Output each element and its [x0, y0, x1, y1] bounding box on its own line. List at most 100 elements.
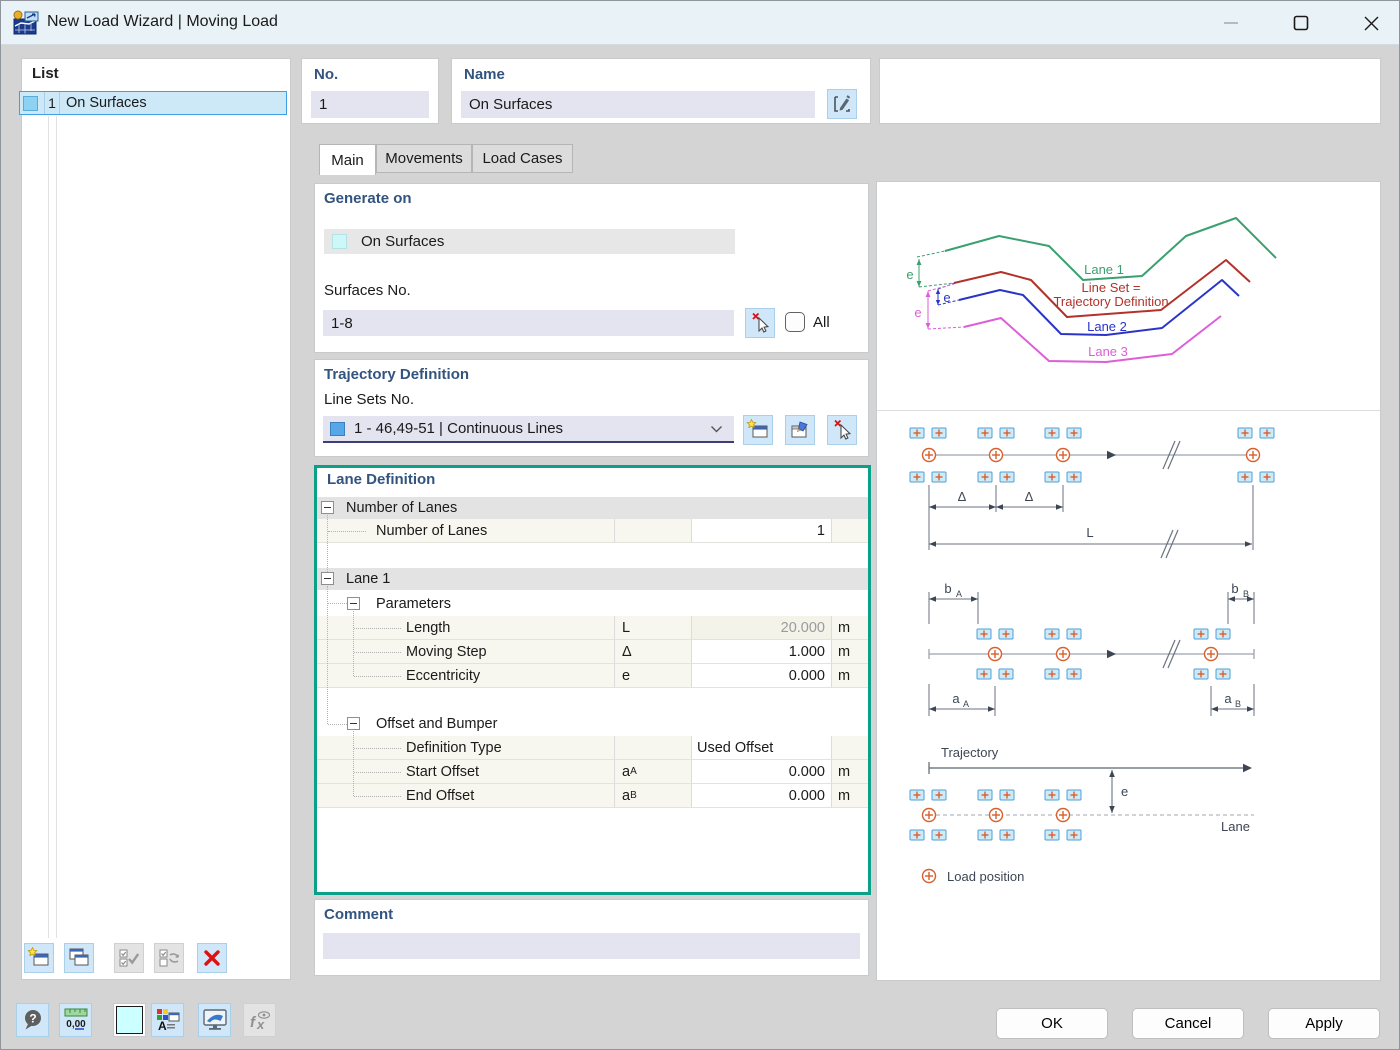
- lane3-label: Lane 3: [1088, 344, 1128, 359]
- line-sets-combobox[interactable]: 1 - 46,49-51 | Continuous Lines: [323, 416, 734, 443]
- row-moving-step[interactable]: Moving Step Δ 1.000 m: [317, 640, 868, 664]
- collapse-toggle[interactable]: [347, 717, 360, 730]
- svg-text:?: ?: [29, 1012, 36, 1026]
- offsets-diagram: b A b B a A a B: [928, 581, 1255, 716]
- apply-button[interactable]: Apply: [1268, 1008, 1380, 1039]
- row-unit: m: [831, 760, 868, 783]
- surface-color-preview: [116, 1006, 143, 1034]
- tab-load-cases[interactable]: Load Cases: [472, 144, 573, 173]
- diagram-panel: [876, 181, 1381, 981]
- copy-icon: [69, 948, 89, 966]
- row-value[interactable]: 1.000: [691, 640, 831, 663]
- aB-sub: B: [1235, 699, 1241, 709]
- list-item-number: 1: [48, 95, 56, 111]
- row-length[interactable]: Length L 20.000 m: [317, 616, 868, 640]
- lane1-label: Lane 1: [1084, 262, 1124, 277]
- collapse-toggle[interactable]: [321, 501, 334, 514]
- line-sets-label: Line Sets No.: [324, 391, 415, 408]
- help-icon: ?: [24, 1010, 41, 1030]
- close-button[interactable]: [1351, 9, 1391, 37]
- row-value[interactable]: Used Offset: [691, 736, 831, 759]
- item-color-swatch: [23, 95, 38, 111]
- collapse-toggle[interactable]: [321, 572, 334, 585]
- copy-item-button[interactable]: [64, 943, 94, 973]
- tab-movements[interactable]: Movements: [376, 144, 472, 173]
- title-bar: New Load Wizard | Moving Load: [1, 1, 1399, 45]
- select-surfaces-button[interactable]: [745, 308, 775, 338]
- all-checkbox[interactable]: [785, 312, 805, 332]
- row-label: Start Offset: [406, 763, 480, 780]
- comment-input[interactable]: [323, 933, 860, 959]
- subgroup-row-parameters[interactable]: Parameters: [317, 592, 868, 616]
- cancel-button[interactable]: Cancel: [1132, 1008, 1244, 1039]
- name-input[interactable]: [461, 91, 815, 118]
- display-settings-button[interactable]: A: [151, 1003, 184, 1037]
- close-icon: [1364, 16, 1378, 30]
- display-settings-icon: A: [156, 1009, 179, 1033]
- subgroup-row-offset-and-bumper[interactable]: Offset and Bumper: [317, 712, 868, 736]
- list-item-name: On Surfaces: [66, 95, 147, 111]
- row-value[interactable]: 0.000: [691, 784, 831, 807]
- minimize-button[interactable]: [1211, 9, 1251, 37]
- units-button[interactable]: 0,00: [59, 1003, 92, 1037]
- row-value[interactable]: 0.000: [691, 664, 831, 687]
- chevron-down-icon: [711, 426, 722, 433]
- select-line-sets-button[interactable]: [827, 415, 857, 445]
- all-checkbox-label: All: [813, 314, 830, 331]
- help-button[interactable]: ?: [16, 1003, 49, 1037]
- group-row-lane-1[interactable]: Lane 1: [317, 568, 868, 590]
- lane-definition-title: Lane Definition: [327, 471, 436, 488]
- row-symbol-sub: B: [630, 790, 637, 801]
- maximize-button[interactable]: [1281, 9, 1321, 37]
- new-item-button[interactable]: [24, 943, 54, 973]
- name-label: Name: [464, 66, 505, 83]
- bA-sub: A: [956, 589, 962, 599]
- no-input[interactable]: [311, 91, 429, 118]
- delta-label-1: Δ: [958, 489, 967, 504]
- spacing-diagram: Δ Δ L: [909, 427, 1275, 559]
- row-label: Definition Type: [406, 739, 502, 756]
- row-eccentricity[interactable]: Eccentricity e 0.000 m: [317, 664, 868, 688]
- row-label: Length: [406, 619, 451, 636]
- list-item-on-surfaces[interactable]: 1 On Surfaces: [19, 91, 287, 115]
- units-ruler-icon: 0,00: [64, 1008, 87, 1030]
- row-unit: m: [831, 664, 868, 687]
- surfaces-no-input[interactable]: [323, 310, 734, 336]
- line-sets-value: 1 - 46,49-51 | Continuous Lines: [354, 420, 564, 437]
- row-value: 20.000: [691, 616, 831, 639]
- delete-item-button[interactable]: [197, 943, 227, 973]
- generate-on-option[interactable]: On Surfaces: [324, 229, 735, 254]
- edit-line-set-button[interactable]: [785, 415, 815, 445]
- render-view-button[interactable]: [198, 1003, 231, 1037]
- row-symbol: a: [622, 763, 631, 780]
- edit-pencil-icon: [834, 95, 851, 112]
- tab-main-label: Main: [331, 151, 364, 169]
- check-all-icon: [119, 949, 140, 967]
- list-panel: List: [21, 58, 291, 980]
- minimize-icon: [1224, 22, 1238, 24]
- surfaces-no-label: Surfaces No.: [324, 282, 411, 299]
- collapse-toggle[interactable]: [347, 597, 360, 610]
- row-number-of-lanes[interactable]: Number of Lanes 1: [317, 519, 868, 543]
- rename-button[interactable]: [827, 89, 857, 119]
- group-row-number-of-lanes[interactable]: Number of Lanes: [317, 497, 868, 519]
- color-button[interactable]: [113, 1003, 146, 1037]
- tab-main[interactable]: Main: [319, 144, 376, 175]
- trajectory-label: Trajectory: [941, 745, 999, 760]
- e-label-lane1: e: [906, 267, 913, 282]
- list-header: List: [32, 65, 59, 82]
- tab-load-cases-label: Load Cases: [482, 150, 563, 167]
- ok-button[interactable]: OK: [996, 1008, 1108, 1039]
- row-value[interactable]: 0.000: [691, 760, 831, 783]
- new-line-set-button[interactable]: [743, 415, 773, 445]
- new-window-star-icon: [746, 418, 768, 438]
- bA-label: b: [944, 581, 951, 596]
- row-value[interactable]: 1: [691, 519, 831, 542]
- row-unit: m: [831, 640, 868, 663]
- row-definition-type[interactable]: Definition Type Used Offset: [317, 736, 868, 760]
- edit-window-icon: [791, 421, 808, 438]
- window-title: New Load Wizard | Moving Load: [47, 13, 278, 30]
- row-label: Eccentricity: [406, 667, 481, 684]
